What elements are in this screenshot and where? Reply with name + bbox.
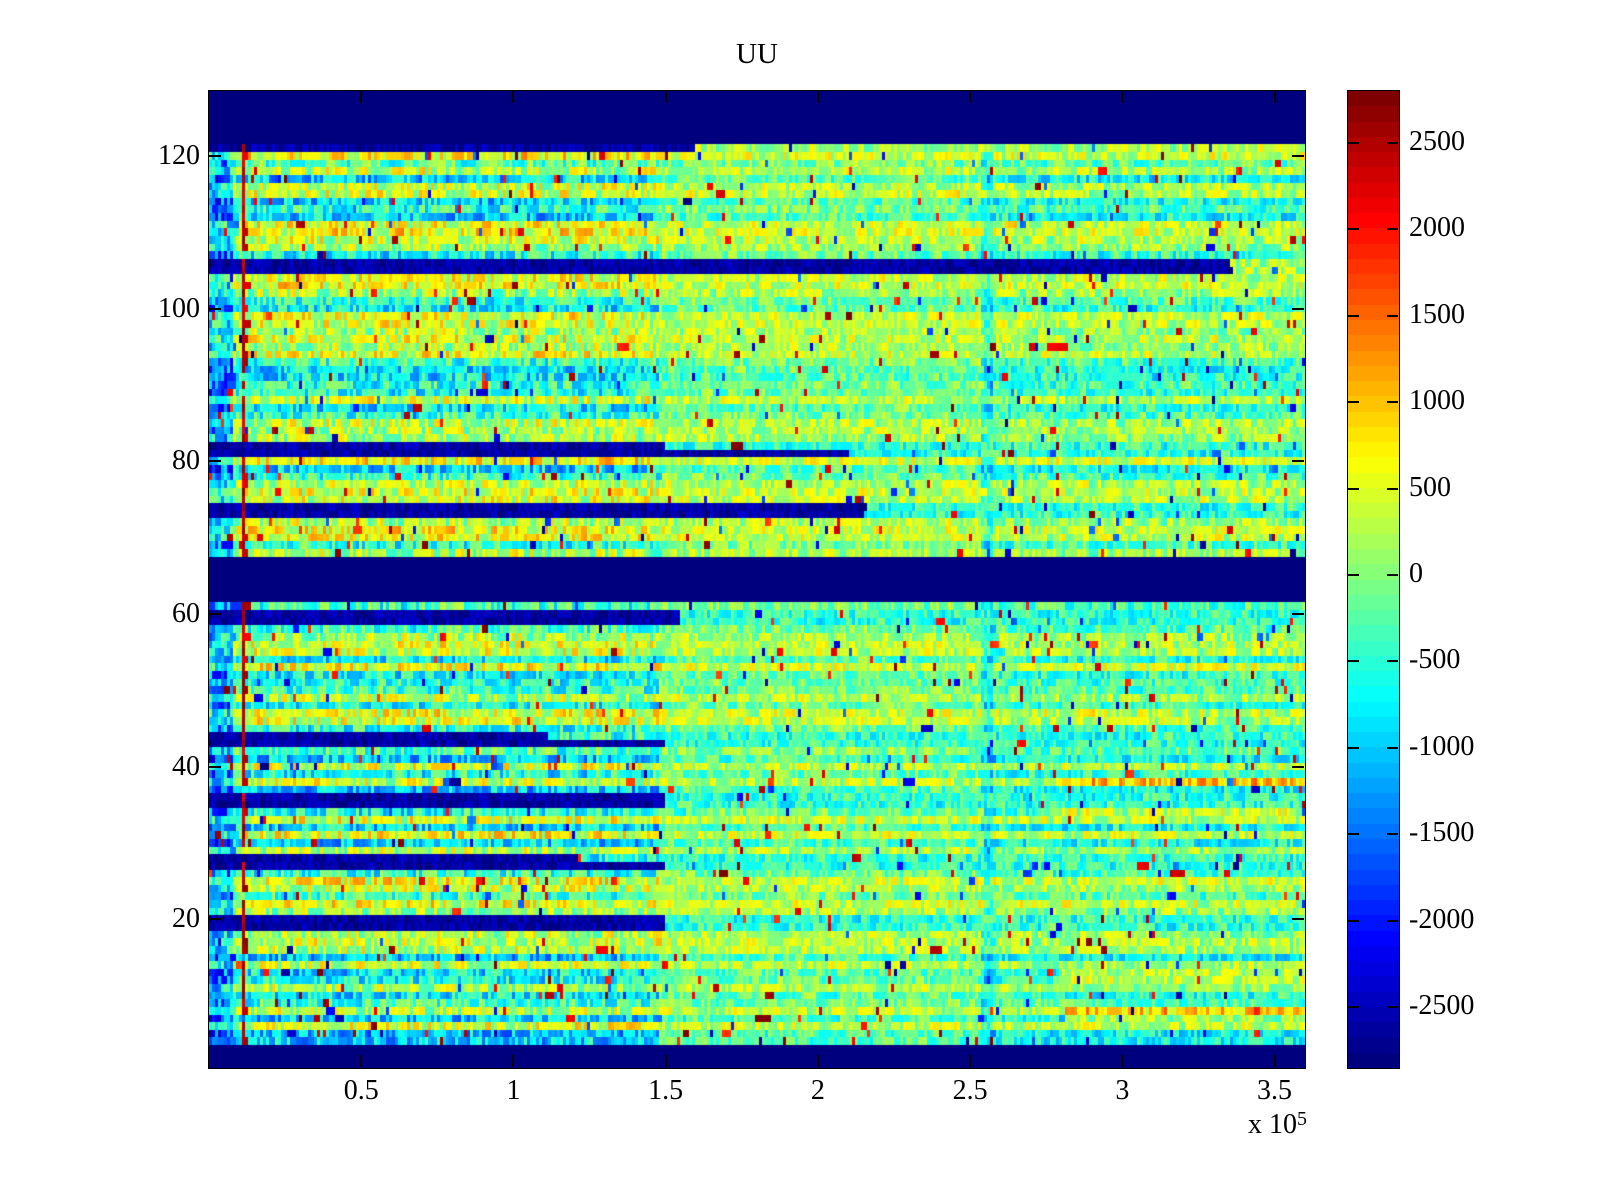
heatmap-plot bbox=[208, 90, 1306, 1069]
colorbar-tick-mark bbox=[1348, 488, 1359, 490]
tick-mark bbox=[209, 308, 221, 310]
tick-mark bbox=[209, 766, 221, 768]
colorbar-tick-mark bbox=[1387, 315, 1398, 317]
colorbar-tick-label: -2500 bbox=[1409, 990, 1475, 1021]
colorbar-tick-label: 2000 bbox=[1409, 212, 1465, 243]
y-axis-tick-label: 80 bbox=[172, 445, 200, 477]
tick-mark bbox=[1292, 766, 1304, 768]
tick-mark bbox=[209, 613, 221, 615]
x-exponent-power: 5 bbox=[1297, 1108, 1307, 1130]
tick-mark bbox=[1274, 91, 1276, 103]
tick-mark bbox=[1121, 1055, 1123, 1067]
tick-mark bbox=[512, 91, 514, 103]
tick-mark bbox=[1274, 1055, 1276, 1067]
colorbar-tick-label: -2000 bbox=[1409, 904, 1475, 935]
tick-mark bbox=[1292, 918, 1304, 920]
tick-mark bbox=[1121, 91, 1123, 103]
x-axis-tick-label: 2.5 bbox=[952, 1075, 988, 1106]
colorbar-tick-mark bbox=[1387, 228, 1398, 230]
tick-mark bbox=[209, 460, 221, 462]
tick-mark bbox=[665, 1055, 667, 1067]
x-axis-tick-label: 3 bbox=[1115, 1075, 1130, 1106]
heatmap-canvas bbox=[209, 91, 1305, 1068]
colorbar-tick-label: 2500 bbox=[1409, 126, 1465, 157]
colorbar-tick-mark bbox=[1348, 920, 1359, 922]
colorbar-tick-mark bbox=[1348, 228, 1359, 230]
colorbar-tick-mark bbox=[1387, 401, 1398, 403]
x-axis-tick-label: 0.5 bbox=[343, 1075, 379, 1106]
x-axis-tick-label: 2 bbox=[810, 1075, 825, 1106]
colorbar-tick-mark bbox=[1387, 142, 1398, 144]
tick-mark bbox=[360, 1055, 362, 1067]
tick-mark bbox=[969, 91, 971, 103]
colorbar-tick-mark bbox=[1348, 315, 1359, 317]
colorbar-tick-mark bbox=[1348, 1006, 1359, 1008]
y-axis-tick-label: 20 bbox=[172, 903, 200, 935]
colorbar-tick-label: -500 bbox=[1409, 644, 1461, 675]
colorbar-tick-label: -1000 bbox=[1409, 731, 1475, 762]
tick-mark bbox=[1292, 460, 1304, 462]
colorbar-tick-mark bbox=[1348, 142, 1359, 144]
tick-mark bbox=[817, 91, 819, 103]
x-axis-exponent-label: x 105 bbox=[1100, 1108, 1307, 1141]
tick-mark bbox=[1292, 155, 1304, 157]
colorbar-tick-mark bbox=[1348, 747, 1359, 749]
x-exponent-prefix: x 10 bbox=[1248, 1109, 1297, 1140]
y-axis-tick-label: 120 bbox=[158, 139, 200, 171]
y-axis-tick-label: 60 bbox=[172, 597, 200, 629]
tick-mark bbox=[1292, 613, 1304, 615]
x-axis-tick-label: 3.5 bbox=[1257, 1075, 1293, 1106]
colorbar-tick-mark bbox=[1348, 574, 1359, 576]
tick-mark bbox=[360, 91, 362, 103]
tick-mark bbox=[969, 1055, 971, 1067]
colorbar-tick-mark bbox=[1387, 747, 1398, 749]
colorbar-tick-mark bbox=[1387, 488, 1398, 490]
colorbar-tick-mark bbox=[1387, 920, 1398, 922]
colorbar-tick-label: 0 bbox=[1409, 558, 1423, 589]
colorbar-tick-mark bbox=[1348, 401, 1359, 403]
colorbar-canvas bbox=[1348, 91, 1399, 1068]
colorbar-tick-mark bbox=[1387, 574, 1398, 576]
tick-mark bbox=[512, 1055, 514, 1067]
tick-mark bbox=[665, 91, 667, 103]
colorbar-tick-mark bbox=[1387, 833, 1398, 835]
colorbar-tick-label: 1000 bbox=[1409, 385, 1465, 416]
tick-mark bbox=[209, 155, 221, 157]
colorbar-tick-mark bbox=[1348, 833, 1359, 835]
colorbar-tick-mark bbox=[1387, 1006, 1398, 1008]
colorbar-tick-label: -1500 bbox=[1409, 817, 1475, 848]
colorbar-tick-mark bbox=[1348, 660, 1359, 662]
colorbar-tick-label: 1500 bbox=[1409, 299, 1465, 330]
colorbar bbox=[1347, 90, 1400, 1069]
y-axis-tick-label: 100 bbox=[158, 292, 200, 324]
plot-title: UU bbox=[736, 38, 778, 70]
y-axis-tick-label: 40 bbox=[172, 750, 200, 782]
colorbar-tick-mark bbox=[1387, 660, 1398, 662]
x-axis-tick-label: 1 bbox=[506, 1075, 521, 1106]
tick-mark bbox=[209, 918, 221, 920]
x-axis-tick-label: 1.5 bbox=[648, 1075, 684, 1106]
tick-mark bbox=[817, 1055, 819, 1067]
colorbar-tick-label: 500 bbox=[1409, 472, 1451, 503]
tick-mark bbox=[1292, 308, 1304, 310]
